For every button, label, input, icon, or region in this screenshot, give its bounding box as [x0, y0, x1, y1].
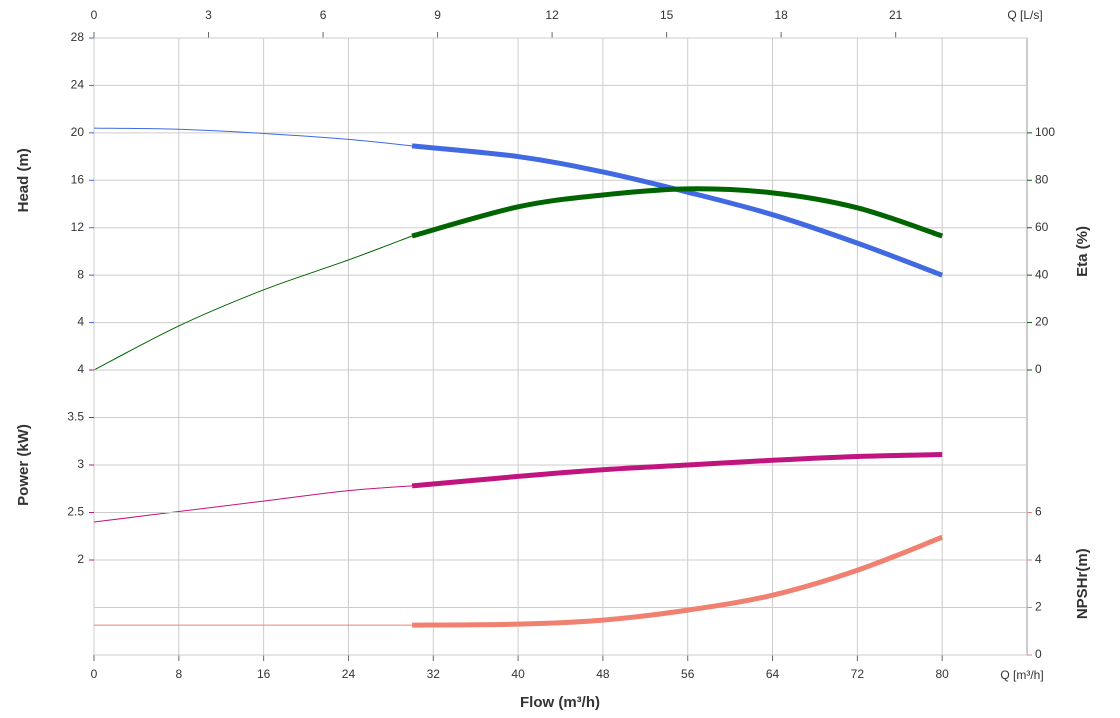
y-tick-label: 6 [1035, 505, 1042, 519]
curve [93, 485, 413, 523]
x2-tick-label: 18 [774, 8, 788, 22]
x-tick-label: 32 [427, 667, 441, 681]
y-tick-label: 2.5 [67, 505, 84, 519]
curve-operating [411, 143, 944, 278]
x2-tick-label: 12 [545, 8, 559, 22]
curve-operating [411, 186, 943, 239]
y-tick-label: 4 [1035, 552, 1042, 566]
x-axis-title: Flow (m³/h) [520, 694, 600, 711]
curve-operating [412, 534, 944, 628]
y-tick-label: 3.5 [67, 410, 84, 424]
x-tick-label: 16 [257, 667, 271, 681]
y-tick-label: 2 [1035, 600, 1042, 614]
y-tick-label: 12 [71, 220, 85, 234]
axis-title: Power (kW) [15, 424, 32, 506]
x-unit-label: Q [m³/h] [1000, 668, 1043, 682]
x2-unit-label: Q [L/s] [1007, 8, 1042, 22]
x2-tick-label: 0 [91, 8, 98, 22]
x-tick-label: 8 [175, 667, 182, 681]
curve [93, 235, 413, 371]
y-tick-label: 3 [77, 457, 84, 471]
y-tick-label: 4 [77, 362, 84, 376]
curve-operating [411, 452, 943, 489]
x2-tick-label: 9 [434, 8, 441, 22]
x-tick-label: 56 [681, 667, 695, 681]
x-tick-label: 0 [91, 667, 98, 681]
y-tick-label: 100 [1035, 125, 1055, 139]
y-tick-label: 28 [71, 30, 85, 44]
y-tick-label: 80 [1035, 172, 1049, 186]
y-tick-label: 2 [77, 552, 84, 566]
x2-tick-label: 3 [205, 8, 212, 22]
axis-title: Eta (%) [1074, 226, 1091, 277]
x-tick-label: 64 [766, 667, 780, 681]
y-tick-label: 4 [77, 315, 84, 329]
x-tick-label: 72 [851, 667, 865, 681]
x2-tick-label: 6 [320, 8, 327, 22]
curve [93, 127, 413, 147]
y-tick-label: 20 [1035, 315, 1049, 329]
x2-tick-label: 15 [660, 8, 674, 22]
x-tick-label: 40 [511, 667, 525, 681]
y-tick-label: 24 [71, 78, 85, 92]
y-tick-label: 0 [1035, 647, 1042, 661]
y-tick-label: 40 [1035, 267, 1049, 281]
y-tick-label: 0 [1035, 362, 1042, 376]
axis-title: Head (m) [15, 148, 32, 212]
y-tick-label: 8 [77, 267, 84, 281]
x-tick-label: 48 [596, 667, 610, 681]
y-tick-label: 20 [71, 125, 85, 139]
plot-frame [93, 37, 1028, 656]
y-tick-label: 16 [71, 172, 85, 186]
y-tick-label: 60 [1035, 220, 1049, 234]
x-tick-label: 80 [936, 667, 950, 681]
axis-title: NPSHr(m) [1074, 548, 1091, 619]
x2-tick-label: 21 [889, 8, 903, 22]
x-tick-label: 24 [342, 667, 356, 681]
